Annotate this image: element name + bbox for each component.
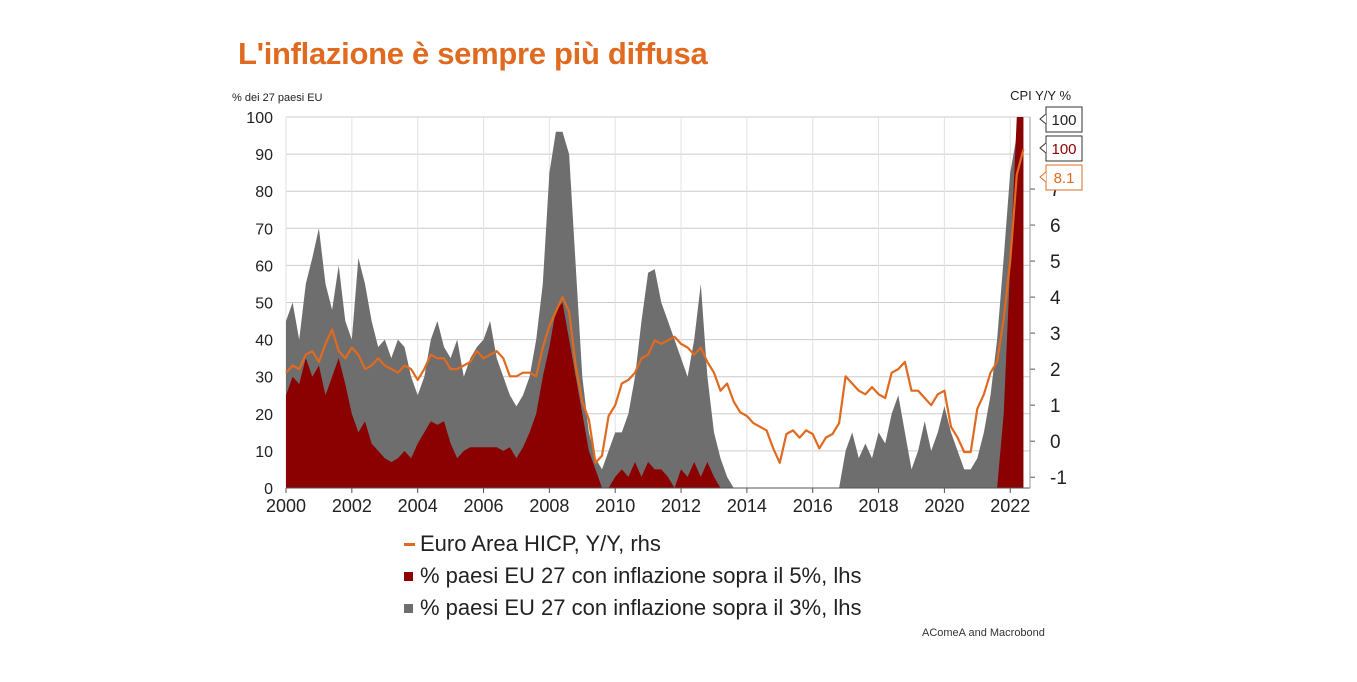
left-tick-label: 60 <box>255 258 273 275</box>
x-tick-label: 2022 <box>990 496 1030 516</box>
legend-item-above5: % paesi EU 27 con inflazione sopra il 5%… <box>404 560 861 592</box>
line-series <box>285 149 1025 464</box>
end-label-hicp-pointer <box>1039 171 1047 183</box>
end-label-hicp-box <box>1045 164 1083 191</box>
end-label-above5: 100 <box>1051 141 1076 158</box>
legend-label-above3: % paesi EU 27 con inflazione sopra il 3%… <box>420 595 862 620</box>
left-tick-label: 0 <box>264 481 273 498</box>
right-tick-label: 6 <box>1050 216 1061 237</box>
left-tick-label: 30 <box>255 370 273 387</box>
x-tick-label: 2014 <box>727 496 767 516</box>
left-tick-label: 10 <box>255 444 273 461</box>
end-label-above3-box <box>1045 106 1083 133</box>
x-tick-label: 2000 <box>266 496 306 516</box>
legend-item-hicp: Euro Area HICP, Y/Y, rhs <box>404 528 861 560</box>
end-label-hicp: 8.1 <box>1054 170 1075 187</box>
right-tick-label: 1 <box>1050 396 1061 417</box>
area-above5 <box>286 117 1024 488</box>
end-label-above5-pointer <box>1039 142 1047 154</box>
end-label-above3: 100 <box>1051 112 1076 129</box>
right-tick-label: 0 <box>1050 432 1061 453</box>
left-tick-label: 70 <box>255 221 273 238</box>
legend-swatch-hicp <box>404 542 415 546</box>
right-tick-label: 4 <box>1050 288 1061 309</box>
left-tick-label: 40 <box>255 333 273 350</box>
legend: Euro Area HICP, Y/Y, rhs % paesi EU 27 c… <box>404 528 861 624</box>
end-labels: 100 100 8.1 <box>1039 106 1083 191</box>
left-tick-label: 20 <box>255 407 273 424</box>
area-series <box>286 117 1024 488</box>
x-tick-label: 2010 <box>595 496 635 516</box>
source-note: AComeA and Macrobond <box>922 627 1045 639</box>
x-tick-label: 2006 <box>463 496 503 516</box>
x-tick-label: 2020 <box>924 496 964 516</box>
legend-swatch-above3 <box>404 603 413 613</box>
area-above3 <box>286 117 1024 488</box>
right-axis-title: CPI Y/Y % <box>1010 88 1071 103</box>
right-tick-label: 2 <box>1050 360 1061 381</box>
x-tick-label: 2016 <box>793 496 833 516</box>
right-tick-label: 3 <box>1050 324 1061 345</box>
legend-label-above5: % paesi EU 27 con inflazione sopra il 5%… <box>420 563 862 588</box>
right-tick-label: -1 <box>1050 468 1067 489</box>
x-tick-label: 2004 <box>398 496 438 516</box>
left-tick-label: 90 <box>255 147 273 164</box>
line-hicp <box>285 149 1025 464</box>
left-tick-label: 80 <box>255 184 273 201</box>
end-label-above5-box <box>1045 135 1083 162</box>
legend-swatch-above5 <box>404 571 413 581</box>
chart-title: L'inflazione è sempre più diffusa <box>238 36 708 71</box>
x-tick-label: 2012 <box>661 496 701 516</box>
x-tick-label: 2018 <box>859 496 899 516</box>
right-tick-label: 7 <box>1050 180 1061 201</box>
left-tick-label: 50 <box>255 296 273 313</box>
x-tick-label: 2002 <box>332 496 372 516</box>
legend-item-above3: % paesi EU 27 con inflazione sopra il 3%… <box>404 592 861 624</box>
left-tick-label: 100 <box>246 110 273 127</box>
x-tick-label: 2008 <box>529 496 569 516</box>
left-axis-title: % dei 27 paesi EU <box>232 92 323 104</box>
legend-label-hicp: Euro Area HICP, Y/Y, rhs <box>420 531 661 556</box>
right-tick-label: 5 <box>1050 252 1061 273</box>
end-label-above3-pointer <box>1039 113 1047 125</box>
